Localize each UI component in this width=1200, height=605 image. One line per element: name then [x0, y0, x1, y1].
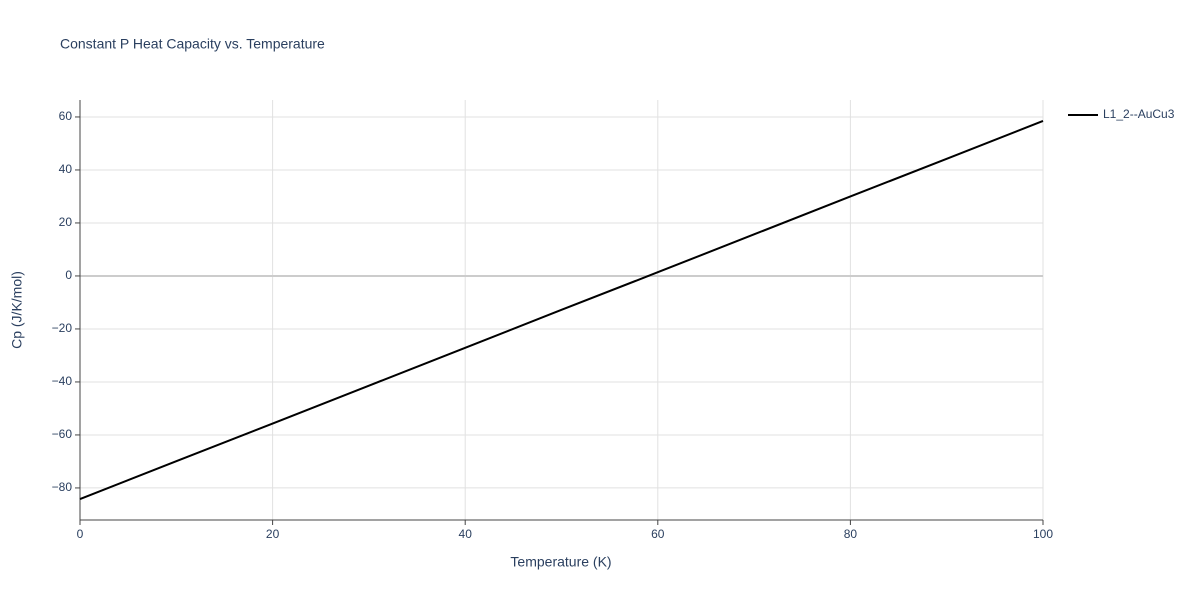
x-tick-label: 60	[651, 527, 665, 541]
x-axis-title: Temperature (K)	[510, 554, 611, 570]
y-tick-label: 20	[59, 215, 73, 229]
y-tick-label: −20	[52, 321, 73, 335]
y-tick-label: −80	[52, 480, 73, 494]
y-tick-label: −40	[52, 374, 73, 388]
y-tick-label: 60	[59, 109, 73, 123]
y-axis-title: Cp (J/K/mol)	[9, 271, 25, 349]
y-tick-label: −60	[52, 427, 73, 441]
chart-title: Constant P Heat Capacity vs. Temperature	[60, 36, 325, 52]
legend-label: L1_2--AuCu3	[1103, 107, 1175, 121]
y-tick-label: 0	[65, 268, 72, 282]
x-tick-label: 80	[844, 527, 858, 541]
x-tick-label: 20	[266, 527, 280, 541]
y-tick-label: 40	[59, 162, 73, 176]
data-line	[79, 120, 1044, 500]
x-tick-label: 100	[1033, 527, 1053, 541]
x-tick-label: 40	[459, 527, 473, 541]
x-tick-label: 0	[77, 527, 84, 541]
